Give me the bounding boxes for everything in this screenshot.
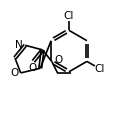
- Text: O: O: [10, 68, 18, 78]
- Text: Cl: Cl: [93, 64, 104, 74]
- Text: Cl: Cl: [63, 11, 74, 21]
- Text: O: O: [53, 55, 62, 65]
- Text: O: O: [28, 63, 37, 73]
- Text: N: N: [15, 40, 23, 50]
